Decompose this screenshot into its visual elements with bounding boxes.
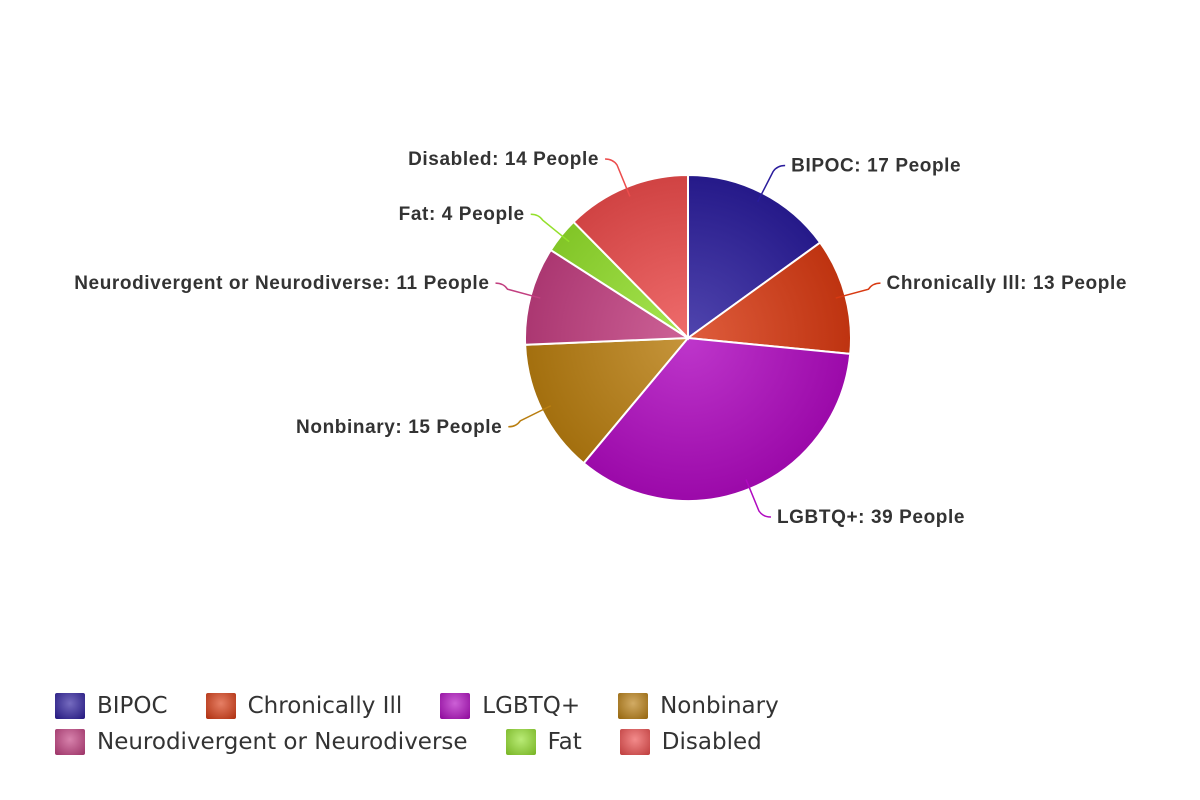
legend-label: LGBTQ+ [482, 693, 581, 719]
data-label-chronically-ill: Chronically Ill: 13 People [887, 273, 1128, 294]
legend-label: Neurodivergent or Neurodiverse [97, 729, 468, 755]
legend-label: Disabled [661, 729, 762, 755]
data-label-neurodivergent-or-neurodiverse: Neurodivergent or Neurodiverse: 11 Peopl… [74, 273, 489, 294]
data-label-nonbinary: Nonbinary: 15 People [296, 417, 502, 438]
legend-item-neurodivergent-or-neurodiverse[interactable]: Neurodivergent or Neurodiverse [55, 726, 468, 758]
data-label-bipoc: BIPOC: 17 People [791, 155, 961, 176]
leader-line-chronically-ill [835, 282, 881, 299]
leader-line-neurodivergent-or-neurodiverse [495, 282, 541, 299]
chart-area: BIPOC: 17 People Chronically Ill: 13 Peop… [74, 149, 1128, 528]
data-label-fat: Fat: 4 People [399, 204, 525, 225]
leader-line-nonbinary [508, 405, 552, 428]
leader-line-disabled [605, 158, 631, 197]
data-label-lgbtq: LGBTQ+: 39 People [777, 507, 965, 528]
legend-swatch [55, 693, 85, 719]
legend-item-fat[interactable]: Fat [505, 726, 582, 758]
legend-label: Nonbinary [660, 693, 779, 719]
leader-line-bipoc [756, 164, 786, 203]
legend-swatch [619, 729, 650, 755]
leader-line-lgbtq [745, 479, 771, 518]
leader-line-fat [530, 213, 570, 243]
legend-swatch [618, 693, 649, 719]
legend-swatch [440, 693, 471, 719]
data-label-disabled: Disabled: 14 People [408, 149, 599, 170]
legend-swatch [55, 729, 85, 755]
legend-swatch [505, 729, 536, 755]
legend-label: BIPOC [97, 693, 168, 719]
legend-item-disabled[interactable]: Disabled [619, 726, 762, 758]
legend-item-bipoc[interactable]: BIPOC [55, 690, 168, 722]
legend-label: Fat [547, 729, 582, 755]
legend-item-chronically-ill[interactable]: Chronically Ill [205, 690, 403, 722]
legend-swatch [205, 693, 236, 719]
pie-chart: BIPOC: 17 People Chronically Ill: 13 Peop… [74, 149, 1128, 528]
legend-label: Chronically Ill [247, 693, 403, 719]
legend-item-lgbtq[interactable]: LGBTQ+ [440, 690, 580, 722]
chart-legend: BIPOC Chronically Ill LGBTQ+ Nonbinary Neuro… [55, 690, 1185, 758]
legend-item-nonbinary[interactable]: Nonbinary [618, 690, 779, 722]
